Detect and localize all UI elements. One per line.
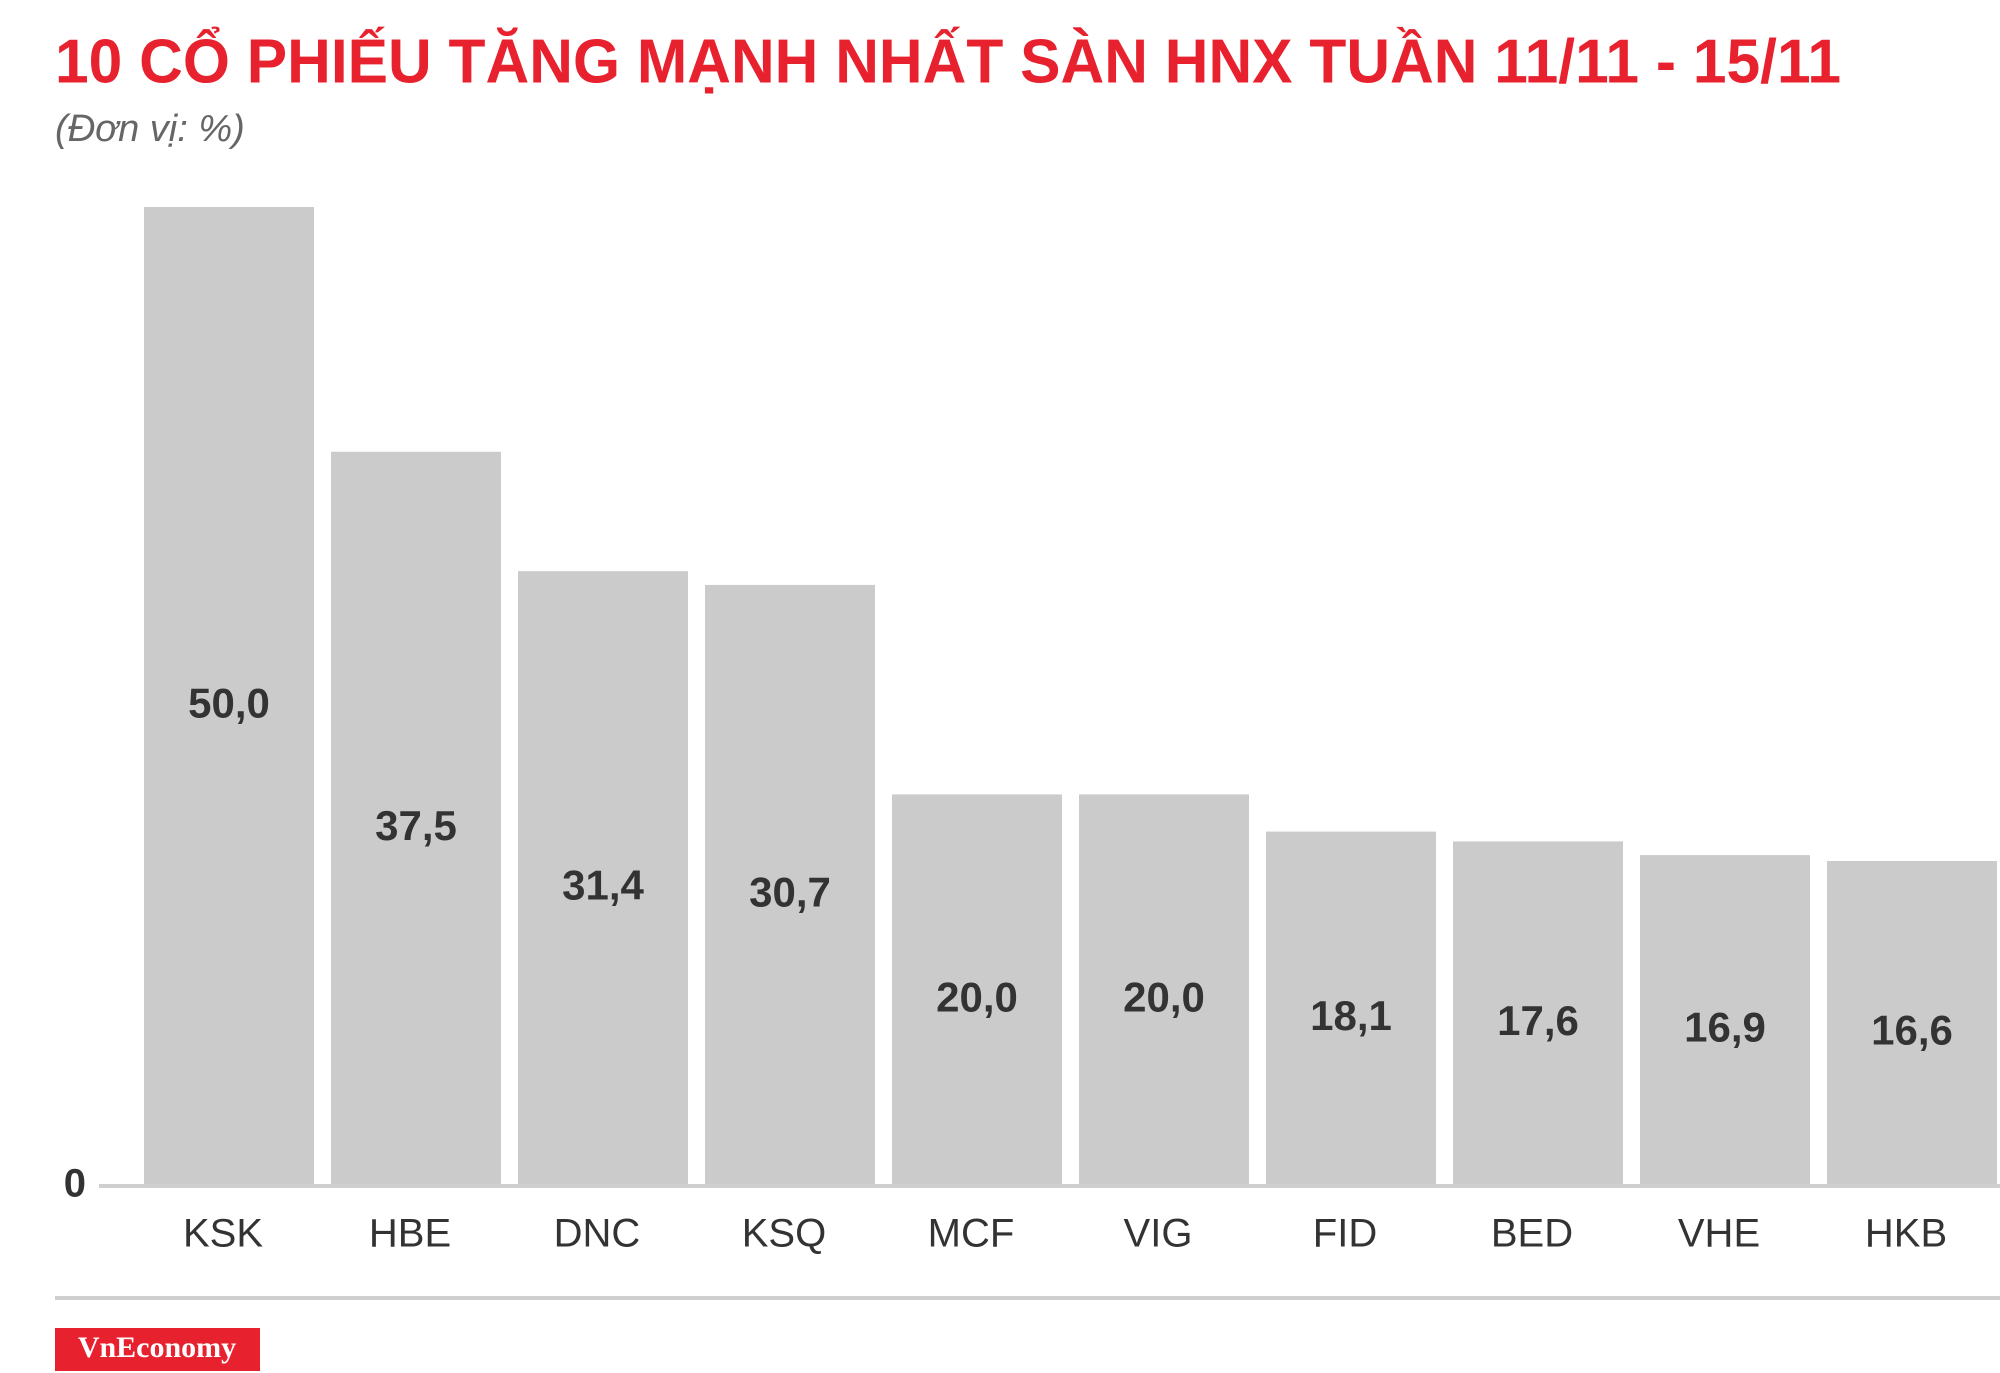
value-label: 16,6 xyxy=(1871,1007,1953,1054)
value-label: 18,1 xyxy=(1310,992,1392,1039)
bar xyxy=(518,571,688,1186)
bar xyxy=(144,207,314,1186)
bar xyxy=(1079,794,1249,1186)
bar xyxy=(1827,860,1997,1186)
x-tick-label: FID xyxy=(1313,1212,1377,1256)
logo: VnEconomy xyxy=(78,1331,236,1364)
bar xyxy=(1640,855,1810,1186)
bar xyxy=(1266,831,1436,1186)
value-label: 30,7 xyxy=(749,869,831,916)
x-tick-label: MCF xyxy=(928,1212,1015,1256)
x-tick-label: KSK xyxy=(183,1212,263,1256)
value-label: 16,9 xyxy=(1684,1004,1766,1051)
bar xyxy=(892,794,1062,1186)
y-tick-label: 0 xyxy=(64,1162,86,1206)
x-tick-label: VHE xyxy=(1678,1212,1760,1256)
logo-box xyxy=(55,1328,260,1371)
value-label: 20,0 xyxy=(1123,973,1205,1020)
chart-title: 10 CỔ PHIẾU TĂNG MẠNH NHẤT SÀN HNX TUẦN … xyxy=(55,26,1841,96)
bar xyxy=(705,584,875,1186)
x-tick-label: VIG xyxy=(1124,1212,1193,1256)
value-label: 20,0 xyxy=(936,973,1018,1020)
x-tick-label: HKB xyxy=(1865,1212,1947,1256)
bar xyxy=(1453,841,1623,1186)
x-tick-label: HBE xyxy=(369,1212,451,1256)
x-tick-label: DNC xyxy=(554,1212,641,1256)
value-label: 17,6 xyxy=(1497,997,1579,1044)
x-tick-label: BED xyxy=(1491,1212,1573,1256)
chart-subtitle: (Đơn vị: %) xyxy=(55,108,245,150)
bar xyxy=(331,451,501,1186)
value-label: 31,4 xyxy=(562,862,644,909)
value-label: 37,5 xyxy=(375,802,457,849)
value-label: 50,0 xyxy=(188,680,270,727)
x-tick-label: KSQ xyxy=(742,1212,826,1256)
